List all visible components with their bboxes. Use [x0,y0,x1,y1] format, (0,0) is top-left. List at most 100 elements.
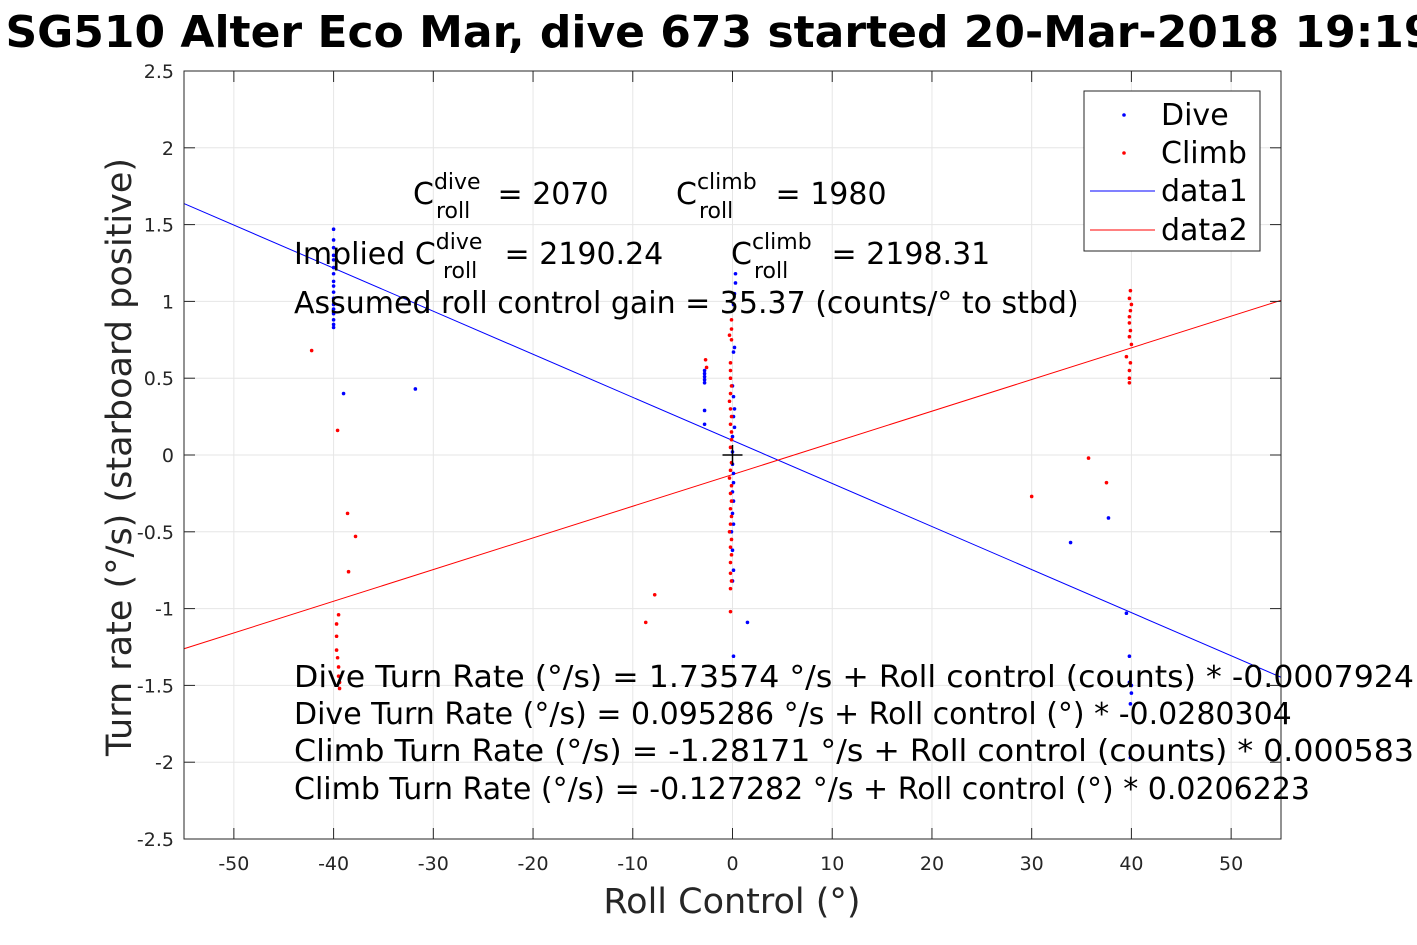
dive-point [1106,516,1111,520]
y-tick-label: -2 [155,752,174,774]
climb-point [728,609,733,614]
equation-dive-degrees: Dive Turn Rate (°/s) = 0.095286 °/s + Ro… [294,697,1292,732]
dive-point [732,291,737,296]
dive-point [1124,611,1129,616]
climb-point [728,560,733,565]
equation-dive-counts: Dive Turn Rate (°/s) = 1.73574 °/s + Rol… [294,660,1414,695]
climb-point [729,514,734,519]
climb-point [729,579,734,583]
climb-point [728,422,733,427]
climb-point [1127,381,1132,385]
dive-point [331,245,336,250]
dive-point [702,374,707,379]
climb-point [334,622,339,626]
climb-point [346,569,351,574]
dive-point [733,271,738,276]
legend-box [1083,90,1261,252]
climb-point [1128,328,1133,333]
x-tick-label: -40 [318,853,349,875]
implied-climb-annotation: Cclimb roll = 2198.31 [731,230,990,284]
climb-point [1124,354,1129,359]
climb-point [334,648,339,652]
dive-point [1129,683,1134,688]
climb-point [729,414,734,419]
dive-point [1068,540,1073,545]
equation-climb-counts: Climb Turn Rate (°/s) = -1.28171 °/s + R… [294,734,1414,769]
climb-point [729,338,734,342]
climb-point [1086,456,1091,460]
legend-dive-label: Dive [1161,98,1229,133]
dive-point [1129,691,1134,695]
dive-point [731,480,736,485]
climb-point [345,511,350,516]
climb-point [337,680,342,685]
dive-point [702,371,707,376]
climb-point [728,407,733,411]
climb-point [704,365,709,370]
dive-point [331,284,336,288]
x-tick-label: 20 [920,853,944,875]
climb-point [728,491,733,496]
tick-marks: -50 -40 -30 -20 -10 0 10 20 30 40 50 2.5 2 1.5 1 0.5 0 -0… [137,61,1281,875]
climb-point [728,376,733,381]
x-axis-label: Roll Control (°) [603,882,860,922]
x-tick-label: 50 [1219,853,1243,875]
dive-point [331,290,336,294]
dive-point [341,391,346,396]
climb-point [729,499,734,503]
legend-data1-label: data1 [1161,174,1248,209]
dive-point [331,279,336,284]
climb-point [728,545,733,549]
climb-point [337,686,342,691]
dive-point [731,394,736,399]
dive-point [730,548,735,553]
dive-point [702,377,707,382]
dive-point [731,654,736,659]
dive-point [730,434,735,439]
climb-point [1127,376,1132,381]
climb-point [727,399,732,404]
dive-point [702,408,707,413]
climb-point [729,483,734,488]
y-axis-label: Turn rate (°/s) (starboard positive) [100,158,140,757]
dive-point [731,568,736,572]
dive-point [331,271,336,276]
dive-point [702,422,707,427]
dive-point [731,522,736,526]
climb-point [729,553,734,557]
climb-point [336,665,341,669]
dive-point [331,322,336,327]
climb-point [1128,288,1133,293]
dive-point [730,511,735,516]
dive-point [731,302,736,307]
dive-point [331,325,336,330]
climb-point [728,361,733,365]
climb-point [1104,480,1109,485]
legend-data2-label: data2 [1161,213,1248,248]
climb-point [1127,296,1132,301]
dive-point [733,281,738,285]
c-climb-annotation: Cclimb roll = 1980 [676,170,887,224]
dive-point [1127,680,1132,685]
climb-point [1128,308,1133,313]
dive-point [702,368,707,373]
dive-point [732,345,737,350]
dive-point [745,620,750,625]
dive-point [331,302,336,307]
dive-point [331,265,336,270]
climb-point [729,327,734,331]
dive-point [413,387,418,391]
climb-point [334,634,339,639]
climb-point [336,674,341,678]
climb-point [729,437,734,442]
c-dive-annotation: Cdive roll = 2070 [413,170,609,224]
dive-point [331,258,336,262]
climb-point [1127,368,1132,373]
climb-point [728,468,733,473]
x-tick-label: -30 [418,853,449,875]
climb-point [1129,342,1134,347]
dive-point [331,296,336,301]
y-tick-label: 1 [162,291,174,313]
equation-climb-degrees: Climb Turn Rate (°/s) = -0.127282 °/s + … [294,772,1310,807]
